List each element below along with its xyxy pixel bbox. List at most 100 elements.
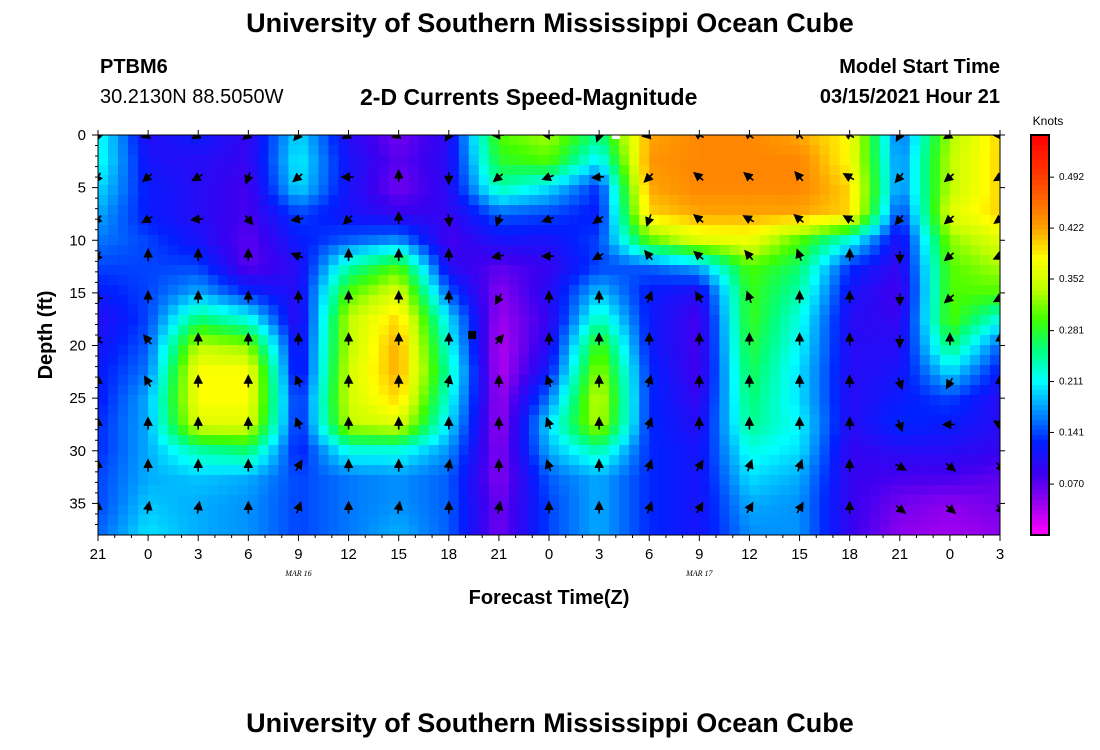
heatmap-cell (709, 495, 720, 506)
heatmap-cell (318, 495, 330, 506)
heatmap-cell (348, 195, 360, 206)
heatmap-cell (759, 445, 771, 456)
heatmap-cell (989, 195, 1000, 206)
heatmap-cell (809, 525, 821, 535)
heatmap-cell (589, 295, 600, 306)
heatmap-cell (719, 155, 730, 166)
heatmap-cell (569, 245, 580, 256)
heatmap-cell (879, 155, 891, 166)
heatmap-cell (809, 215, 821, 226)
heatmap-cell (769, 485, 781, 496)
heatmap-cell (989, 435, 1000, 446)
heatmap-cell (909, 155, 921, 166)
heatmap-cell (148, 505, 159, 516)
heatmap-cell (619, 385, 630, 396)
heatmap-cell (528, 215, 540, 226)
heatmap-cell (258, 195, 269, 206)
heatmap-cell (849, 265, 861, 276)
colorbar-cell (1031, 155, 1049, 161)
heatmap-cell (268, 215, 279, 226)
heatmap-cell (388, 195, 400, 206)
heatmap-cell (749, 415, 761, 426)
heatmap-cell (368, 325, 380, 336)
heatmap-cell (829, 135, 841, 146)
heatmap-cell (108, 505, 119, 516)
heatmap-cell (909, 315, 921, 326)
heatmap-cell (268, 305, 279, 316)
heatmap-cell (518, 215, 530, 226)
heatmap-cell (438, 275, 450, 286)
heatmap-cell (969, 345, 981, 356)
heatmap-cell (629, 345, 640, 356)
heatmap-cell (318, 355, 330, 366)
heatmap-cell (689, 285, 700, 296)
heatmap-cell (248, 475, 259, 486)
heatmap-cell (579, 335, 590, 346)
heatmap-cell (198, 185, 209, 196)
station-coordinates: 30.2130N 88.5050W (100, 86, 284, 108)
heatmap-cell (128, 195, 139, 206)
current-arrow (342, 214, 353, 225)
heatmap-cell (929, 315, 941, 326)
heatmap-cell (458, 455, 470, 466)
heatmap-cell (829, 145, 841, 156)
heatmap-cell (779, 225, 791, 236)
heatmap-cell (288, 245, 300, 256)
heatmap-cell (218, 205, 229, 216)
heatmap-cell (859, 355, 871, 366)
heatmap-cell (739, 525, 751, 535)
heatmap-cell (378, 275, 390, 286)
heatmap-cell (759, 455, 771, 466)
heatmap-cell (148, 265, 159, 276)
heatmap-cell (769, 405, 781, 416)
heatmap-cell (629, 315, 640, 326)
current-arrow (794, 135, 805, 140)
heatmap-cell (709, 525, 720, 535)
heatmap-cell (488, 185, 500, 196)
heatmap-cell (549, 355, 560, 366)
heatmap-cell (518, 315, 530, 326)
heatmap-cell (228, 175, 239, 186)
heatmap-cell (649, 315, 660, 326)
heatmap-cell (498, 275, 510, 286)
heatmap-cell (979, 195, 991, 206)
colorbar-cell (1031, 395, 1049, 401)
heatmap-cell (508, 225, 520, 236)
colorbar-tick-label: 0.352 (1059, 274, 1084, 285)
heatmap-cell (138, 525, 149, 535)
heatmap-cell (198, 525, 209, 535)
heatmap-cell (98, 425, 109, 436)
heatmap-cell (799, 455, 811, 466)
heatmap-cell (308, 365, 320, 376)
heatmap-cell (969, 235, 981, 246)
heatmap-cell (699, 265, 710, 276)
heatmap-cell (358, 465, 370, 476)
heatmap-cell (458, 425, 470, 436)
heatmap-cell (949, 215, 961, 226)
heatmap-cell (989, 445, 1000, 456)
heatmap-cell (569, 295, 580, 306)
heatmap-cell (358, 135, 370, 146)
heatmap-cell (518, 325, 530, 336)
heatmap-cell (729, 505, 741, 516)
heatmap-cell (689, 255, 700, 266)
heatmap-cell (769, 255, 781, 266)
heatmap-cell (208, 465, 219, 476)
heatmap-cell (789, 335, 801, 346)
heatmap-cell (939, 155, 951, 166)
heatmap-cell (809, 335, 821, 346)
heatmap-cell (508, 145, 520, 156)
heatmap-cell (198, 305, 209, 316)
heatmap-cell (629, 325, 640, 336)
heatmap-cell (849, 335, 861, 346)
heatmap-cell (368, 275, 380, 286)
heatmap-cell (549, 375, 560, 386)
heatmap-cell (769, 145, 781, 156)
heatmap-cell (769, 355, 781, 366)
heatmap-cell (338, 325, 350, 336)
colorbar-cell (1031, 485, 1049, 491)
heatmap-cell (508, 335, 520, 346)
heatmap-cell (328, 325, 340, 336)
heatmap-cell (949, 395, 961, 406)
heatmap-cell (669, 155, 680, 166)
